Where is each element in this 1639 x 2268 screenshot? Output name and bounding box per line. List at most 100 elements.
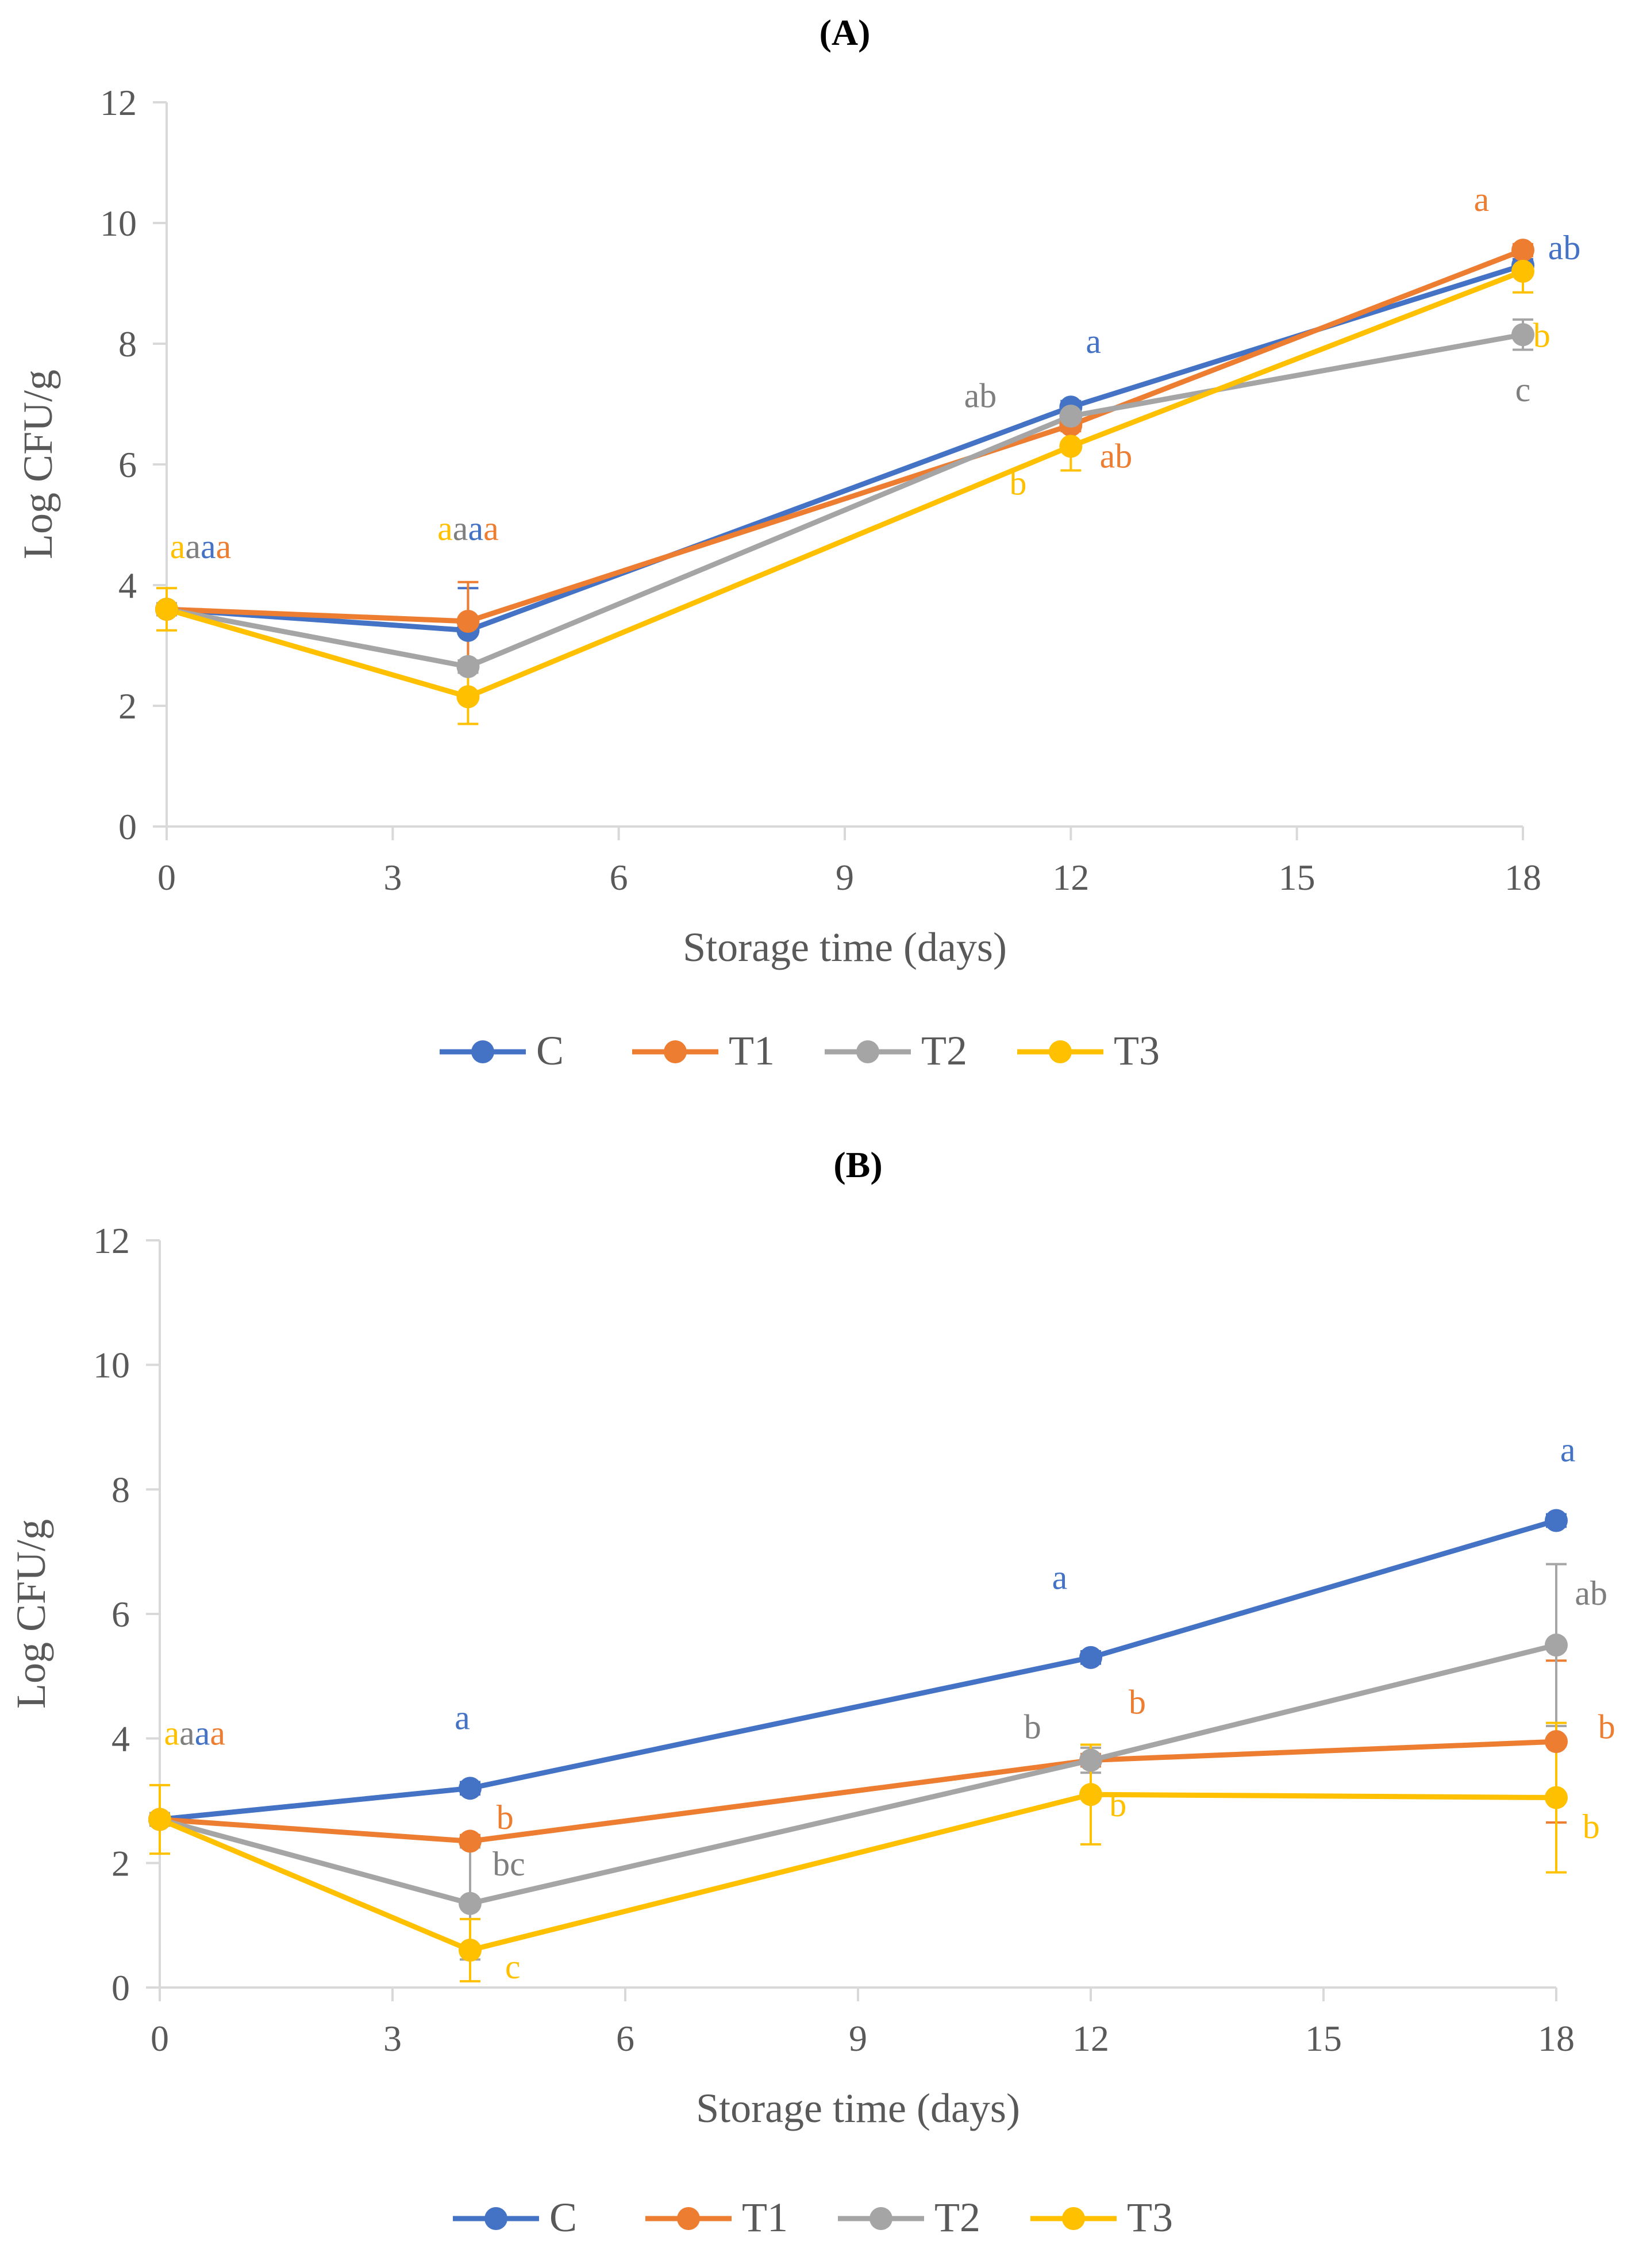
significance-label: a [1560,1431,1576,1469]
significance-label: aaaa [170,528,232,566]
significance-letter-t2: ab [1575,1574,1607,1612]
y-tick-label: 0 [111,1967,130,2008]
x-tick-label: 6 [616,2018,634,2059]
legend-marker-c [484,2207,507,2230]
series-line-t2 [166,332,1523,670]
significance-letter-c: a [1560,1431,1576,1469]
y-tick-label: 10 [93,1345,130,1386]
x-axis-title: Storage time (days) [696,2085,1020,2131]
legend-label-c: C [536,1028,564,1074]
panel-b: (B) 0 2 4 6 8 10 12 0 3 6 9 12 15 18 Storage time (days… [8,1144,1615,2240]
significance-letter-t1: b [497,1798,514,1836]
significance-letter-t3: b [1010,464,1027,502]
legend-label-t1: T1 [742,2194,788,2240]
x-axis-title: Storage time (days) [683,924,1007,970]
panel-title: (A) [820,12,871,53]
significance-letter-t1: b [1598,1708,1615,1746]
x-tick-label: 15 [1279,857,1315,898]
series-line-t1 [159,1739,1557,1844]
data-point-t2 [1059,405,1083,428]
significance-letter-c: a [468,509,483,547]
panel-title: (B) [833,1144,882,1185]
significance-letter-t1: a [210,1715,225,1752]
significance-letter-c: a [195,1715,210,1752]
significance-label: b [1583,1808,1600,1846]
significance-letter-t3: a [170,528,186,566]
significance-letter-t2: a [453,509,468,547]
legend-marker-t2 [869,2207,892,2230]
significance-label: b [1109,1786,1126,1824]
significance-letter-c: a [201,528,216,566]
x-tick-label: 6 [610,857,628,898]
y-axis-title: Log CFU/g [15,370,61,559]
y-tick-label: 8 [118,324,137,364]
y-tick-label: 2 [118,686,137,726]
data-point-c [459,1777,482,1800]
significance-letter-t2: bc [493,1845,525,1883]
data-point-t3 [459,1939,482,1962]
data-point-t3 [1059,435,1083,458]
data-point-t1 [456,610,480,633]
legend: C T1 T2 T3 [453,2194,1173,2240]
x-tick-label: 9 [849,2018,867,2059]
y-tick-label: 12 [100,82,137,123]
significance-label: ab [1100,437,1133,475]
significance-label: b [1010,464,1027,502]
significance-letter-t2: b [1024,1708,1041,1746]
significance-letter-t3: b [1533,316,1550,354]
significance-letter-c: a [1086,322,1101,360]
significance-letter-t2: a [185,528,201,566]
significance-letter-t3: c [505,1948,521,1986]
legend-label-c: C [549,2194,577,2240]
legend-marker-t1 [664,1040,687,1063]
data-point-t3 [1545,1786,1568,1809]
x-tick-label: 18 [1538,2018,1575,2059]
significance-letter-t2: a [179,1715,195,1752]
significance-letter-t1: ab [1100,437,1133,475]
legend-label-t2: T2 [934,2194,980,2240]
series-line-t3 [166,268,1524,699]
data-point-t1 [1511,239,1534,262]
significance-label: aaaa [437,509,499,547]
significance-letter-t1: a [483,509,499,547]
significance-letter-t1: b [1129,1683,1146,1721]
data-point-t3 [1079,1783,1102,1806]
x-tick-label: 3 [383,857,402,898]
legend-marker-t1 [677,2207,700,2230]
data-point-t3 [148,1808,171,1831]
data-point-t2 [1079,1748,1102,1772]
data-point-c [1545,1509,1568,1532]
y-tick-label: 8 [111,1469,130,1510]
significance-letter-t3: b [1109,1786,1126,1824]
significance-label: b [497,1798,514,1836]
x-tick-label: 0 [151,2018,169,2059]
significance-letter-t1: a [1474,180,1490,218]
y-tick-label: 10 [100,203,137,244]
legend: C T1 T2 T3 [440,1028,1160,1074]
legend-label-t2: T2 [921,1028,967,1074]
y-axis-title: Log CFU/g [8,1519,54,1709]
data-point-t2 [1545,1633,1568,1657]
significance-label: c [1515,371,1531,409]
x-tick-label: 12 [1072,2018,1109,2059]
data-point-t1 [459,1829,482,1853]
data-point-t3 [1511,260,1534,283]
data-point-t2 [456,655,480,678]
data-point-c [1079,1646,1102,1669]
x-tick-label: 15 [1305,2018,1342,2059]
legend-label-t3: T3 [1114,1028,1160,1074]
legend-marker-c [471,1040,494,1063]
legend-label-t3: T3 [1127,2194,1173,2240]
panel-a: (A) 0 2 4 6 8 10 12 0 3 6 9 12 15 18 Storage time (days… [15,12,1580,1074]
x-tick-label: 9 [836,857,854,898]
significance-letter-t1: a [216,528,232,566]
significance-letter-t2: ab [964,376,997,414]
x-tick-label: 18 [1505,857,1541,898]
series-line-t2 [159,1642,1557,1906]
significance-letter-t3: b [1583,1808,1600,1846]
significance-label: a [1474,180,1490,218]
significance-letter-t3: a [164,1715,179,1752]
significance-letter-t2: c [1515,371,1531,409]
legend-marker-t3 [1049,1040,1072,1063]
